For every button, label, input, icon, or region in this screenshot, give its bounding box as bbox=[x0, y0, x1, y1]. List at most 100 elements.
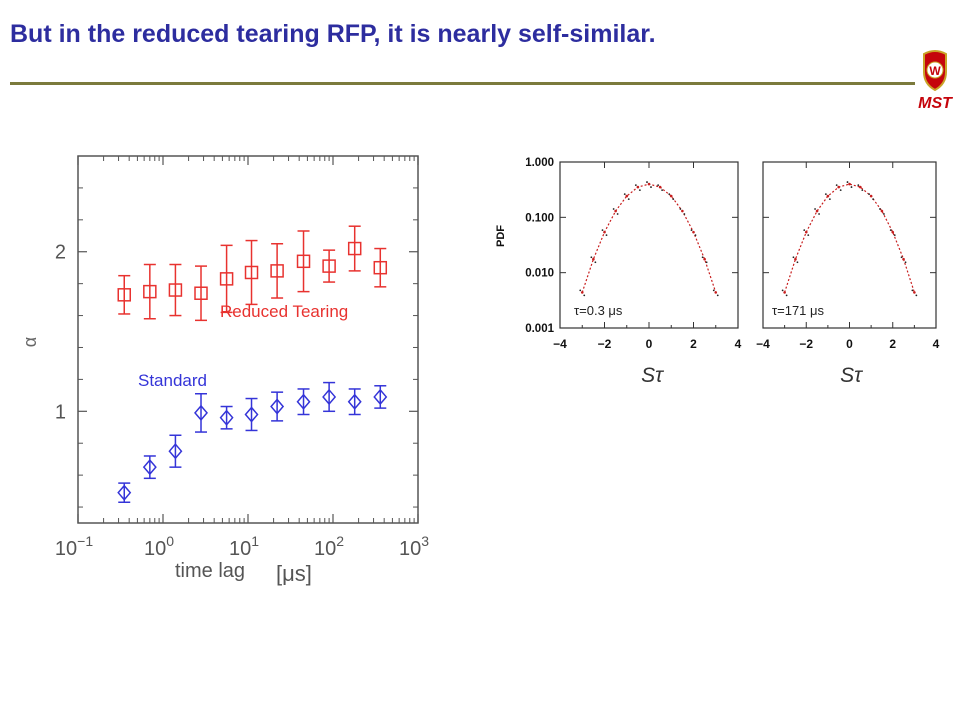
pdf-point bbox=[893, 234, 896, 237]
pdf-point bbox=[603, 230, 606, 234]
data-point bbox=[347, 388, 362, 416]
pdf-point bbox=[590, 256, 593, 259]
square-marker bbox=[373, 260, 388, 275]
pdf-point bbox=[857, 184, 860, 186]
square-marker bbox=[270, 264, 284, 278]
pdf-point bbox=[616, 213, 619, 215]
pdf-point bbox=[868, 193, 871, 195]
pdf-point bbox=[792, 256, 795, 259]
pdf-point bbox=[714, 291, 718, 294]
data-point bbox=[168, 434, 183, 468]
pdf-point bbox=[594, 261, 597, 264]
x-tick-label: 103 bbox=[399, 533, 429, 560]
pdf-point bbox=[657, 184, 660, 186]
pdf-point bbox=[703, 257, 706, 261]
diamond-marker bbox=[142, 458, 157, 476]
pdf-point bbox=[839, 189, 842, 191]
diamond-marker bbox=[117, 484, 132, 501]
pdf-point bbox=[672, 198, 675, 200]
pdf-point bbox=[623, 193, 626, 195]
alpha-xlabel-text: time lag bbox=[175, 560, 245, 582]
pdf-point bbox=[883, 213, 885, 215]
pdf-chart-short-lag: −4 −2 0 2 4 1.000 0.100 0.010 0.001 PDF τ=0.3 μs… bbox=[495, 157, 742, 387]
pdf-point bbox=[627, 198, 630, 200]
diamond-marker bbox=[373, 388, 388, 406]
diamond-marker bbox=[296, 393, 311, 410]
x-tick-label: −4 bbox=[553, 337, 567, 351]
square-marker bbox=[143, 284, 157, 299]
x-tick-label: 100 bbox=[144, 533, 174, 560]
data-point bbox=[322, 381, 337, 413]
data-point bbox=[168, 263, 183, 317]
pdf-left-xlabel: Sτ bbox=[641, 364, 664, 387]
pdf-point bbox=[605, 234, 608, 237]
square-marker bbox=[296, 254, 311, 269]
pdf-point bbox=[634, 184, 637, 186]
diamond-marker bbox=[244, 406, 259, 423]
pdf-point bbox=[636, 185, 640, 189]
pdf-point bbox=[625, 194, 629, 198]
alpha-ylabel: α bbox=[20, 337, 40, 347]
data-point bbox=[347, 225, 362, 272]
pdf-right-xlabel: Sτ bbox=[840, 364, 863, 387]
pdf-point bbox=[807, 234, 810, 237]
pdf-point bbox=[826, 194, 830, 198]
data-point bbox=[322, 249, 336, 283]
y-tick-label: 0.001 bbox=[525, 323, 554, 335]
pdf-point bbox=[861, 189, 864, 191]
x-tick-label: 4 bbox=[735, 337, 742, 351]
pdf-point bbox=[859, 185, 862, 189]
y-tick-label: 0.010 bbox=[525, 268, 554, 280]
x-tick-label: 10−1 bbox=[55, 533, 93, 560]
pdf-point bbox=[638, 189, 641, 191]
data-point bbox=[117, 482, 132, 504]
y-tick-label: 1 bbox=[55, 401, 66, 423]
pdf-point bbox=[658, 185, 662, 189]
square-marker bbox=[117, 288, 131, 302]
pdf-point bbox=[650, 186, 652, 188]
x-tick-label: 2 bbox=[690, 337, 697, 351]
pdf-point bbox=[814, 208, 816, 210]
pdf-point bbox=[889, 229, 892, 232]
y-tick-label: 1.000 bbox=[525, 157, 554, 169]
data-point bbox=[296, 388, 311, 416]
diamond-marker bbox=[219, 409, 234, 426]
pdf-point bbox=[824, 193, 827, 195]
pdf-point bbox=[668, 193, 671, 195]
diamond-marker bbox=[168, 443, 183, 460]
series-label-reduced-tearing: Reduced Tearing bbox=[220, 302, 348, 321]
square-marker bbox=[347, 241, 362, 256]
diamond-marker bbox=[347, 393, 362, 410]
pdf-point bbox=[913, 291, 916, 294]
title-divider bbox=[10, 82, 915, 85]
pdf-point bbox=[803, 229, 806, 232]
pdf-chart-long-lag: −4 −2 0 2 4 τ=171 μs Sτ bbox=[756, 161, 940, 387]
pdf-point bbox=[694, 234, 697, 237]
data-point bbox=[142, 455, 157, 480]
data-point bbox=[219, 244, 234, 314]
pdf-right-annotation: τ=171 μs bbox=[772, 303, 825, 318]
x-tick-label: 2 bbox=[889, 337, 896, 351]
data-point bbox=[244, 397, 259, 432]
data-point bbox=[143, 263, 157, 320]
y-tick-label: 2 bbox=[55, 242, 66, 264]
pdf-point bbox=[815, 209, 819, 213]
pdf-point bbox=[647, 182, 651, 186]
x-tick-label: −2 bbox=[799, 337, 813, 351]
pdf-point bbox=[835, 184, 838, 186]
pdf-point bbox=[869, 194, 873, 198]
pdf-point bbox=[701, 256, 704, 259]
pdf-point bbox=[796, 261, 799, 264]
crest-badge bbox=[926, 61, 944, 79]
data-point bbox=[244, 239, 259, 306]
alpha-plot-frame bbox=[77, 155, 419, 524]
pdf-point bbox=[781, 289, 784, 292]
pdf-left-ylabel: PDF bbox=[495, 225, 507, 247]
square-marker bbox=[244, 265, 259, 280]
x-tick-label: 0 bbox=[846, 337, 853, 351]
x-tick-label: −2 bbox=[598, 337, 612, 351]
pdf-point bbox=[911, 289, 914, 292]
pdf-point bbox=[614, 209, 617, 213]
diamond-marker bbox=[322, 388, 337, 406]
pdf-point bbox=[846, 181, 849, 183]
